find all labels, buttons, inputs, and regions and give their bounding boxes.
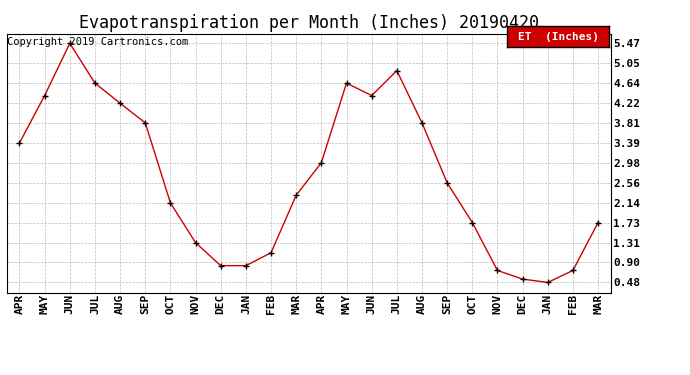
Text: Copyright 2019 Cartronics.com: Copyright 2019 Cartronics.com [7, 37, 188, 47]
Title: Evapotranspiration per Month (Inches) 20190420: Evapotranspiration per Month (Inches) 20… [79, 14, 539, 32]
Text: ET  (Inches): ET (Inches) [518, 32, 599, 42]
